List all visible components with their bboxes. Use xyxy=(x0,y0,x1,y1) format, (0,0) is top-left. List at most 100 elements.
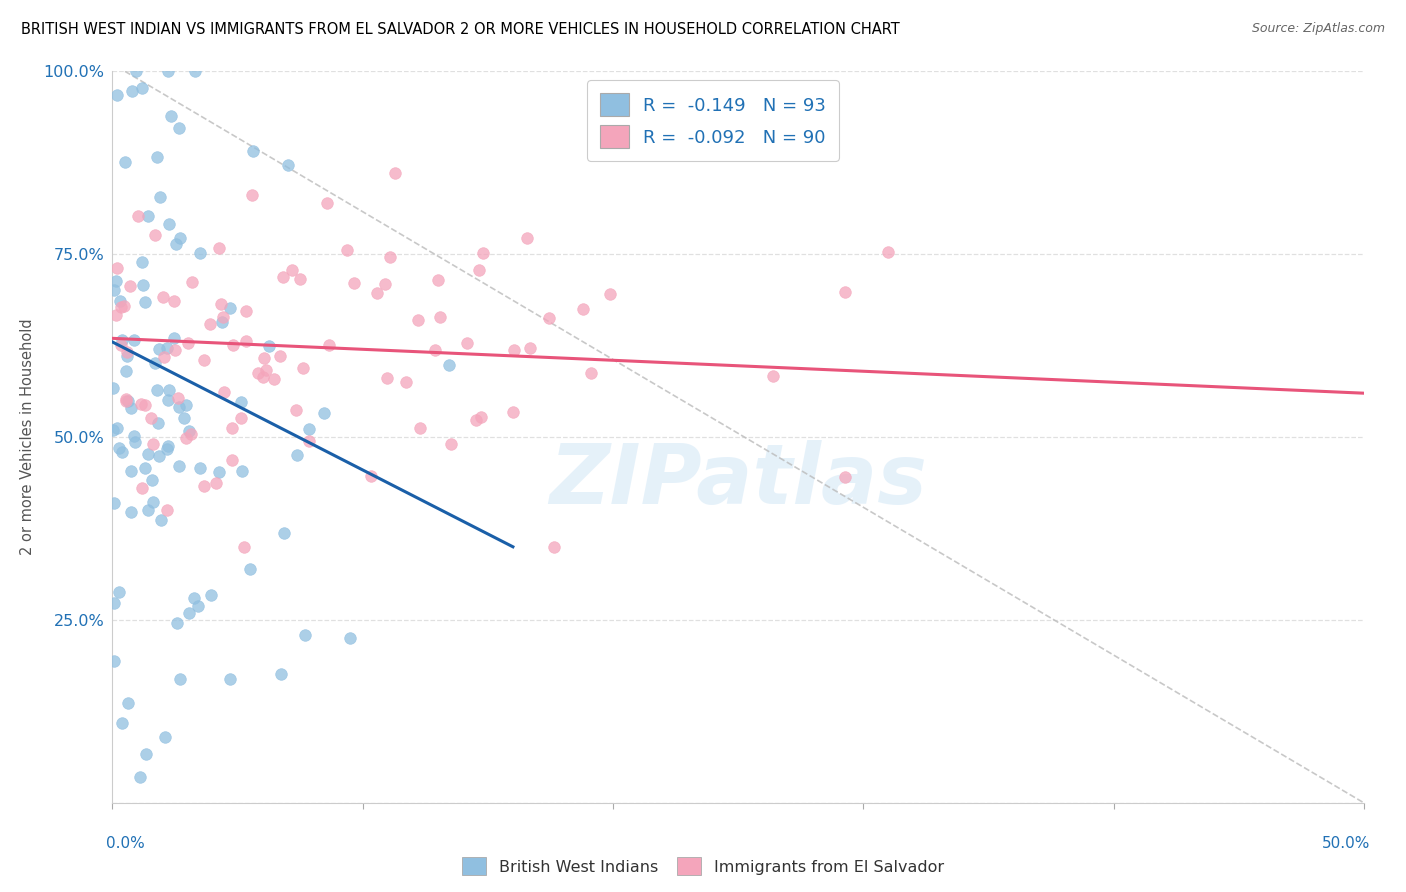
Point xyxy=(157,438,180,452)
Point xyxy=(128,770,150,784)
Point xyxy=(135,747,157,762)
Point xyxy=(222,338,245,352)
Point xyxy=(156,64,179,78)
Point xyxy=(166,616,188,631)
Point xyxy=(406,312,429,326)
Point xyxy=(502,343,524,358)
Point xyxy=(269,349,291,363)
Point xyxy=(180,427,202,442)
Point xyxy=(143,356,166,370)
Point xyxy=(121,84,143,98)
Point xyxy=(285,448,308,462)
Point xyxy=(145,150,167,164)
Point xyxy=(117,345,139,359)
Point xyxy=(146,416,169,430)
Point xyxy=(101,381,124,395)
Point xyxy=(105,88,128,103)
Point xyxy=(156,503,179,517)
Point xyxy=(572,301,595,316)
Point xyxy=(120,505,142,519)
Point xyxy=(177,336,200,351)
Point xyxy=(235,303,257,318)
Point xyxy=(142,437,165,451)
Point xyxy=(156,442,179,456)
Point xyxy=(599,287,621,301)
Text: 50.0%: 50.0% xyxy=(1322,836,1369,851)
Point xyxy=(298,422,321,436)
Point xyxy=(115,364,138,378)
Point xyxy=(468,262,491,277)
Point xyxy=(439,358,461,372)
Point xyxy=(169,672,191,686)
Point xyxy=(167,401,190,415)
Point xyxy=(183,591,205,605)
Point xyxy=(426,272,449,286)
Point xyxy=(105,274,128,288)
Point xyxy=(180,275,202,289)
Point xyxy=(110,300,132,314)
Point xyxy=(174,431,197,445)
Point xyxy=(167,121,190,136)
Point xyxy=(117,696,139,710)
Point xyxy=(257,339,280,353)
Point xyxy=(131,81,153,95)
Point xyxy=(103,496,125,510)
Point xyxy=(336,243,359,257)
Point xyxy=(148,343,170,357)
Point xyxy=(198,317,221,331)
Point xyxy=(633,101,655,115)
Point xyxy=(104,308,127,322)
Point xyxy=(110,338,132,352)
Point xyxy=(193,478,215,492)
Point xyxy=(465,413,488,427)
Point xyxy=(221,453,243,467)
Point xyxy=(138,503,160,517)
Point xyxy=(157,383,180,397)
Point xyxy=(395,376,418,390)
Point xyxy=(240,187,263,202)
Point xyxy=(149,190,172,204)
Point xyxy=(378,250,401,264)
Point xyxy=(834,469,856,483)
Point xyxy=(374,277,396,291)
Point xyxy=(184,64,207,78)
Point xyxy=(129,396,152,410)
Text: Source: ZipAtlas.com: Source: ZipAtlas.com xyxy=(1251,22,1385,36)
Legend: British West Indians, Immigrants from El Salvador: British West Indians, Immigrants from El… xyxy=(456,851,950,881)
Point xyxy=(160,109,183,123)
Point xyxy=(108,441,131,455)
Point xyxy=(188,461,211,475)
Point xyxy=(131,255,153,269)
Point xyxy=(298,434,321,449)
Point xyxy=(193,353,215,368)
Point xyxy=(242,144,264,158)
Point xyxy=(103,596,125,610)
Point xyxy=(167,391,190,405)
Point xyxy=(156,392,179,407)
Point xyxy=(136,209,159,223)
Point xyxy=(229,410,252,425)
Point xyxy=(124,435,146,450)
Point xyxy=(271,269,294,284)
Point xyxy=(120,464,142,478)
Point xyxy=(360,469,382,483)
Point xyxy=(187,599,209,614)
Point xyxy=(165,343,187,357)
Point xyxy=(105,421,128,435)
Point xyxy=(105,260,128,275)
Point xyxy=(339,632,361,646)
Point xyxy=(117,349,139,363)
Point xyxy=(153,730,176,744)
Point xyxy=(125,64,148,78)
Text: ZIPatlas: ZIPatlas xyxy=(550,441,927,522)
Point xyxy=(440,436,463,450)
Point xyxy=(110,444,132,458)
Point xyxy=(103,654,125,668)
Point xyxy=(111,715,134,730)
Point xyxy=(134,461,156,475)
Point xyxy=(316,196,339,211)
Point xyxy=(177,424,200,438)
Point xyxy=(519,341,541,355)
Point xyxy=(502,404,524,418)
Point xyxy=(145,383,167,397)
